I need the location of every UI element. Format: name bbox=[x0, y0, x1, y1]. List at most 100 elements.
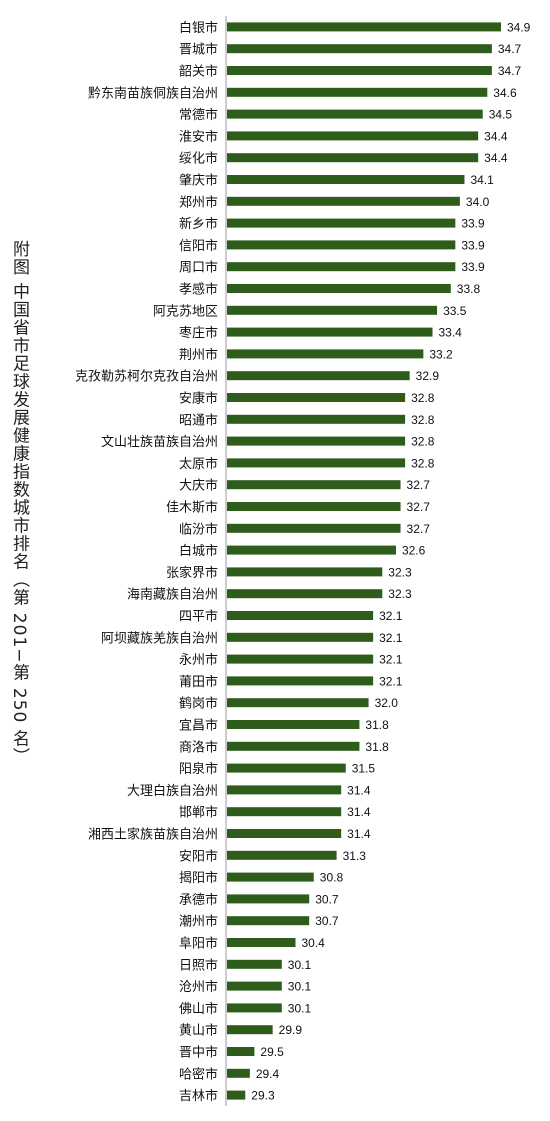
bar bbox=[227, 175, 465, 184]
value-label: 33.4 bbox=[439, 326, 463, 340]
value-label: 31.4 bbox=[347, 827, 371, 841]
value-label: 32.8 bbox=[411, 456, 435, 470]
bar bbox=[227, 872, 314, 882]
bar bbox=[227, 371, 410, 381]
category-label: 克孜勒苏柯尔克孜自治州 bbox=[75, 369, 218, 385]
bar bbox=[227, 611, 374, 620]
bar bbox=[227, 981, 282, 991]
category-label: 佛山市 bbox=[179, 1001, 218, 1017]
bar bbox=[227, 414, 406, 424]
category-label: 白城市 bbox=[179, 543, 218, 559]
value-label: 34.0 bbox=[466, 195, 490, 209]
value-label: 32.3 bbox=[388, 565, 412, 579]
bar bbox=[227, 131, 479, 141]
value-label: 33.5 bbox=[443, 304, 467, 318]
bar bbox=[227, 284, 451, 293]
category-label: 佳木斯市 bbox=[166, 500, 218, 516]
value-label: 34.7 bbox=[498, 64, 522, 78]
category-label: 荆州市 bbox=[179, 347, 218, 363]
category-label: 四平市 bbox=[179, 609, 218, 625]
value-label: 34.7 bbox=[498, 42, 522, 56]
value-label: 31.8 bbox=[365, 740, 389, 754]
value-label: 32.7 bbox=[407, 500, 431, 514]
value-label: 29.5 bbox=[260, 1045, 284, 1059]
bar bbox=[227, 1003, 282, 1013]
bar bbox=[227, 1090, 246, 1100]
value-label: 32.8 bbox=[411, 391, 435, 405]
bar bbox=[227, 436, 406, 446]
bar bbox=[227, 262, 456, 272]
category-label: 新乡市 bbox=[179, 216, 218, 232]
bar bbox=[227, 196, 460, 206]
value-label: 32.0 bbox=[375, 696, 399, 710]
value-label: 30.1 bbox=[288, 1001, 312, 1015]
bar bbox=[227, 66, 492, 75]
bar bbox=[227, 502, 401, 511]
category-label: 永州市 bbox=[179, 652, 218, 668]
value-label: 33.9 bbox=[461, 260, 485, 274]
category-label: 太原市 bbox=[179, 456, 218, 472]
value-label: 34.5 bbox=[489, 108, 513, 122]
value-label: 32.1 bbox=[379, 653, 403, 667]
value-label: 32.7 bbox=[407, 522, 431, 536]
category-label: 郑州市 bbox=[179, 194, 218, 210]
value-label: 34.4 bbox=[484, 151, 508, 165]
value-label: 32.1 bbox=[379, 631, 403, 645]
bar bbox=[227, 305, 438, 315]
value-label: 32.6 bbox=[402, 544, 426, 558]
category-label: 阜阳市 bbox=[179, 936, 218, 952]
bar bbox=[227, 44, 492, 54]
value-label: 30.8 bbox=[320, 871, 344, 885]
bar bbox=[227, 894, 310, 904]
value-label: 32.1 bbox=[379, 609, 403, 623]
value-label: 32.1 bbox=[379, 674, 403, 688]
category-label: 白银市 bbox=[179, 20, 218, 36]
value-label: 34.9 bbox=[507, 20, 531, 34]
value-label: 33.8 bbox=[457, 282, 481, 296]
value-label: 29.4 bbox=[256, 1067, 280, 1081]
category-label: 孝感市 bbox=[179, 282, 218, 298]
bar bbox=[227, 545, 396, 555]
value-label: 34.6 bbox=[493, 86, 517, 100]
bar bbox=[227, 741, 360, 751]
category-label: 潮州市 bbox=[179, 914, 218, 930]
category-label: 文山壮族苗族自治州 bbox=[101, 434, 218, 450]
bar bbox=[227, 109, 483, 119]
category-label: 哈密市 bbox=[179, 1066, 218, 1082]
bar bbox=[227, 523, 401, 533]
category-label: 商洛市 bbox=[179, 739, 218, 755]
value-label: 31.4 bbox=[347, 783, 371, 797]
category-label: 日照市 bbox=[179, 957, 218, 973]
bar bbox=[227, 654, 374, 664]
bar bbox=[227, 632, 374, 642]
category-label: 昭通市 bbox=[179, 412, 218, 428]
bar bbox=[227, 850, 337, 860]
value-label: 30.7 bbox=[315, 892, 339, 906]
bar bbox=[227, 458, 406, 468]
bar bbox=[227, 567, 383, 577]
category-label: 张家界市 bbox=[166, 565, 218, 581]
chart-title: 附图 中国省市足球发展健康指数城市排名（第 201−第 250 名） bbox=[9, 240, 29, 766]
category-label: 常德市 bbox=[179, 107, 218, 123]
bar bbox=[227, 589, 383, 599]
value-label: 31.4 bbox=[347, 805, 371, 819]
value-label: 34.1 bbox=[470, 173, 494, 187]
value-label: 33.9 bbox=[461, 238, 485, 252]
category-label: 临汾市 bbox=[179, 521, 218, 537]
value-label: 31.3 bbox=[343, 849, 367, 863]
category-label: 信阳市 bbox=[179, 238, 218, 254]
bar bbox=[227, 153, 479, 163]
value-label: 30.4 bbox=[302, 936, 326, 950]
value-label: 31.5 bbox=[352, 762, 376, 776]
value-label: 32.9 bbox=[416, 369, 440, 383]
category-label: 黔东南苗族侗族自治州 bbox=[88, 85, 218, 101]
value-label: 29.9 bbox=[279, 1023, 303, 1037]
category-label: 阿克苏地区 bbox=[153, 303, 218, 319]
category-label: 肇庆市 bbox=[179, 173, 218, 189]
bar bbox=[227, 959, 282, 969]
bar bbox=[227, 218, 456, 228]
category-label: 安阳市 bbox=[179, 848, 218, 864]
bar bbox=[227, 785, 342, 795]
category-label: 阳泉市 bbox=[179, 761, 218, 777]
